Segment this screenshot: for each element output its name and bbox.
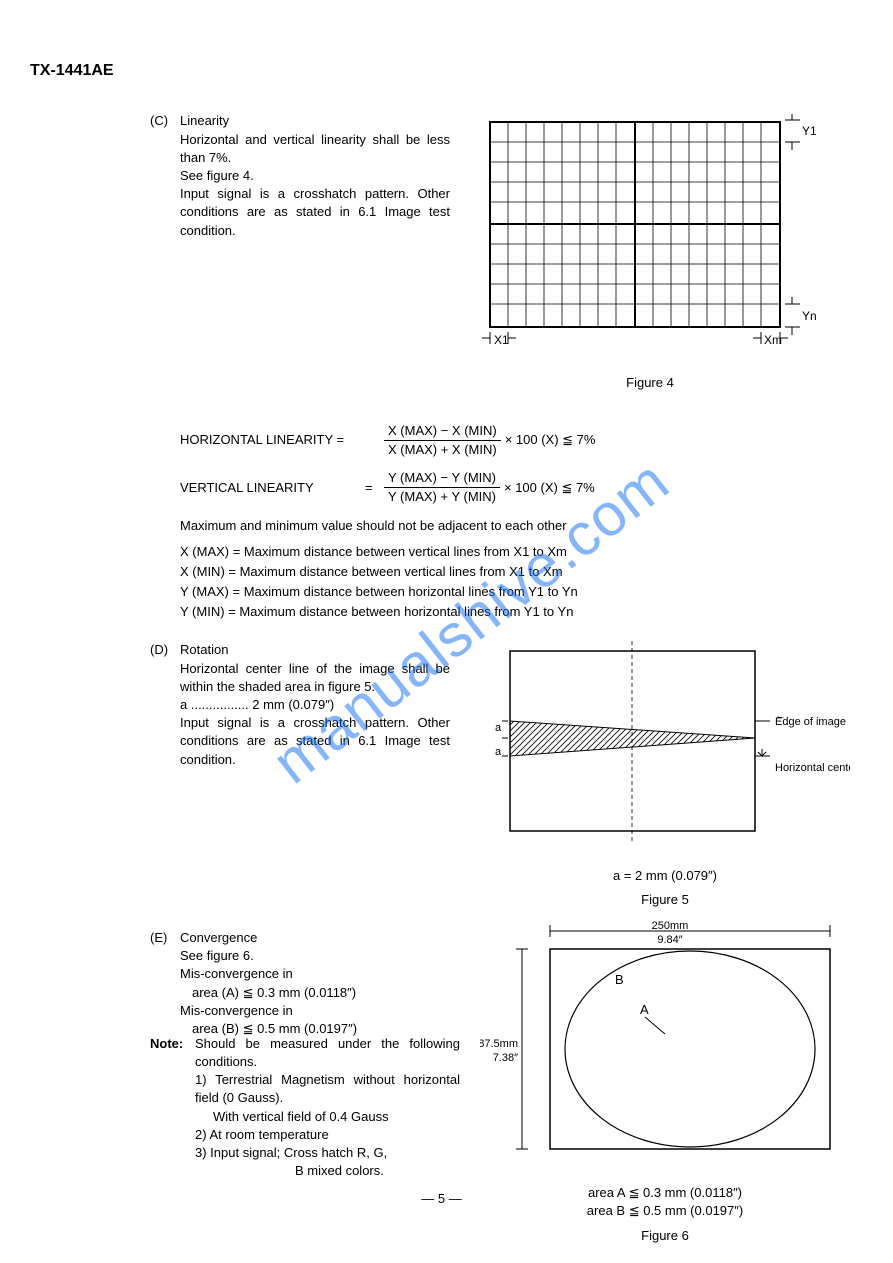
section-e-body1: See figure 6. — [180, 947, 450, 965]
svg-text:a: a — [495, 722, 502, 734]
figure-6-capA: area A ≦ 0.3 mm (0.0118″) — [480, 1184, 850, 1202]
svg-text:187.5mm: 187.5mm — [480, 1038, 518, 1050]
svg-text:a: a — [495, 746, 502, 758]
h-lin-tail: × 100 (X) ≦ 7% — [505, 431, 596, 449]
section-d-label: (D) — [150, 641, 180, 659]
fig4-y1: Y1 — [802, 124, 817, 138]
svg-text:9.84″: 9.84″ — [657, 934, 682, 946]
formula-note: Maximum and minimum value should not be … — [180, 517, 853, 535]
section-e-label: (E) — [150, 929, 180, 947]
note-1b: With vertical field of 0.4 Gauss — [213, 1108, 460, 1126]
svg-text:7.38″: 7.38″ — [493, 1052, 518, 1064]
section-e-title: Convergence — [180, 929, 450, 947]
note-3b: B mixed colors. — [295, 1162, 460, 1180]
def-xmin: X (MIN) = Maximum distance between verti… — [180, 563, 853, 581]
v-lin-eq: = — [365, 479, 380, 497]
section-d-body1: Horizontal center line of the image shal… — [180, 660, 450, 696]
section-d-body3: Input signal is a crosshatch pattern. Ot… — [180, 714, 450, 769]
svg-text:A: A — [640, 1002, 649, 1017]
fig4-yn: Yn — [802, 309, 817, 323]
v-lin-den: Y (MAX) + Y (MIN) — [384, 488, 500, 506]
note-head: Should be measured under the following c… — [195, 1035, 460, 1071]
v-lin-label: VERTICAL LINEARITY — [180, 479, 365, 497]
section-d-body2: a ................ 2 mm (0.079″) — [180, 696, 450, 714]
h-lin-label: HORIZONTAL LINEARITY = — [180, 431, 380, 449]
v-lin-tail: × 100 (X) ≦ 7% — [504, 479, 595, 497]
section-c-label: (C) — [150, 112, 180, 130]
section-c-body1: Horizontal and vertical linearity shall … — [180, 131, 450, 167]
model-number: TX-1441AE — [30, 60, 853, 82]
note-2: 2) At room temperature — [195, 1126, 460, 1144]
figure-4: Y1 Yn X1 Xm Figure 4 — [480, 112, 820, 391]
linearity-formulas: HORIZONTAL LINEARITY = X (MAX) − X (MIN)… — [180, 422, 853, 622]
h-lin-den: X (MAX) + X (MIN) — [384, 441, 501, 459]
figure-6-capB: area B ≦ 0.5 mm (0.0197″) — [480, 1202, 850, 1220]
note-1a: 1) Terrestrial Magnetism without horizon… — [195, 1071, 460, 1107]
section-c-title: Linearity — [180, 112, 450, 130]
note-label: Note: — [150, 1035, 195, 1071]
def-ymin: Y (MIN) = Maximum distance between horiz… — [180, 603, 853, 621]
svg-text:B: B — [615, 972, 624, 987]
figure-6: 250mm 9.84″ 187.5mm 7.38″ B A area A ≦ 0… — [480, 919, 850, 1245]
section-d-title: Rotation — [180, 641, 450, 659]
figure-4-caption: Figure 4 — [480, 374, 820, 392]
section-c-body2: See figure 4. — [180, 167, 450, 185]
svg-text:Horizontal center line of CRT: Horizontal center line of CRT — [775, 762, 850, 774]
def-ymax: Y (MAX) = Maximum distance between horiz… — [180, 583, 853, 601]
section-e-body2: Mis-convergence in — [180, 965, 450, 983]
figure-5-sub: a = 2 mm (0.079″) — [480, 867, 850, 885]
section-e-body3: area (A) ≦ 0.3 mm (0.0118″) — [192, 984, 450, 1002]
fig4-x1: X1 — [494, 333, 509, 347]
h-lin-num: X (MAX) − X (MIN) — [384, 422, 501, 441]
figure-5: a a ← Edge of image Horizontal center li… — [480, 641, 850, 909]
svg-text:250mm: 250mm — [652, 920, 689, 932]
svg-text:Edge of image: Edge of image — [775, 716, 846, 728]
figure-5-caption: Figure 5 — [480, 891, 850, 909]
def-xmax: X (MAX) = Maximum distance between verti… — [180, 543, 853, 561]
fig4-xm: Xm — [764, 333, 782, 347]
v-lin-num: Y (MAX) − Y (MIN) — [384, 469, 500, 488]
note-3a: 3) Input signal; Cross hatch R, G, — [195, 1144, 460, 1162]
section-e-body4: Mis-convergence in — [180, 1002, 450, 1020]
figure-6-caption: Figure 6 — [480, 1227, 850, 1245]
section-c-body3: Input signal is a crosshatch pattern. Ot… — [180, 185, 450, 240]
